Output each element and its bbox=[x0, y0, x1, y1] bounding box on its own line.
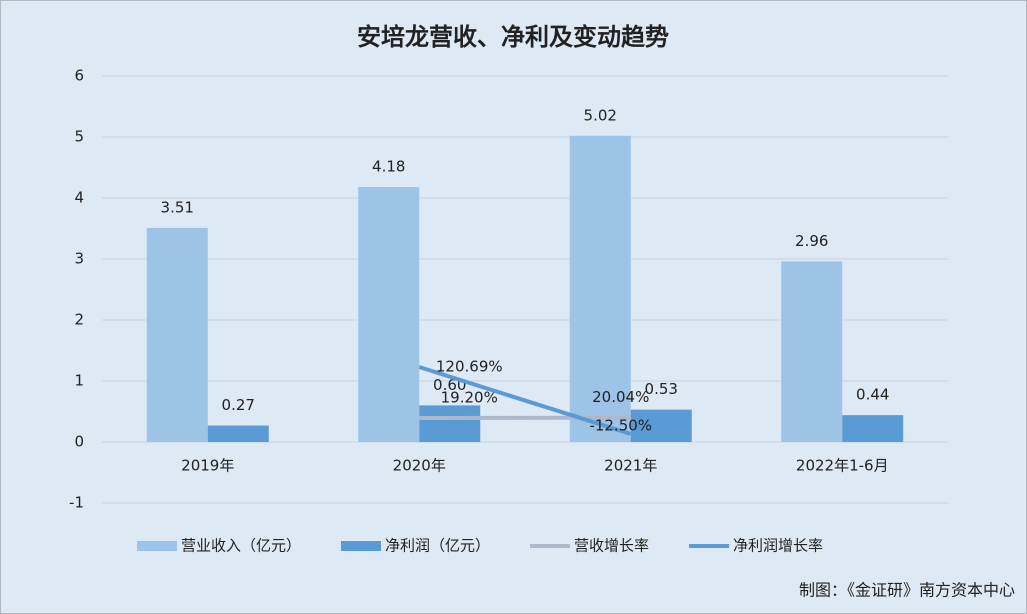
bar bbox=[630, 409, 692, 442]
bar bbox=[419, 405, 481, 442]
data-label: 0.27 bbox=[222, 396, 255, 414]
y-tick-label: 3 bbox=[74, 250, 84, 268]
bar bbox=[569, 135, 631, 442]
legend-label: 净利润增长率 bbox=[733, 537, 823, 555]
y-tick-label: 1 bbox=[74, 372, 84, 390]
data-label: -12.50% bbox=[589, 416, 652, 434]
y-tick-label: -1 bbox=[69, 494, 84, 512]
x-tick-label: 2020年 bbox=[393, 457, 446, 475]
data-label: 5.02 bbox=[584, 106, 617, 124]
data-label: 20.04% bbox=[592, 388, 649, 406]
data-label: 0.53 bbox=[645, 380, 678, 398]
source: 制图：《金证研》南方资本中心 bbox=[799, 581, 1015, 600]
data-label: 2.96 bbox=[795, 232, 828, 250]
data-label: 120.69% bbox=[436, 358, 503, 376]
y-tick-label: 0 bbox=[74, 433, 84, 451]
bar bbox=[842, 415, 904, 442]
legend-swatch bbox=[137, 541, 177, 551]
y-tick-label: 2 bbox=[74, 311, 84, 329]
bar bbox=[781, 261, 843, 442]
legend-label: 净利润（亿元） bbox=[385, 537, 490, 555]
data-label: 4.18 bbox=[372, 158, 405, 176]
chart-title: 安培龙营收、净利及变动趋势 bbox=[357, 23, 669, 51]
x-tick-label: 2019年 bbox=[181, 457, 234, 475]
y-tick-label: 4 bbox=[74, 189, 84, 207]
x-tick-label: 2022年1-6月 bbox=[796, 457, 889, 475]
y-tick-label: 6 bbox=[74, 67, 84, 85]
bar bbox=[358, 187, 420, 442]
x-tick-label: 2021年 bbox=[604, 457, 657, 475]
legend-label: 营业收入（亿元） bbox=[181, 537, 301, 555]
data-label: 0.44 bbox=[856, 386, 889, 404]
data-label: 19.20% bbox=[441, 389, 498, 407]
legend-swatch bbox=[341, 541, 382, 551]
bar bbox=[146, 227, 208, 442]
data-label: 3.51 bbox=[161, 198, 194, 216]
line bbox=[418, 365, 632, 436]
legend-label: 营收增长率 bbox=[574, 537, 649, 555]
y-tick-label: 5 bbox=[74, 128, 84, 146]
bar bbox=[207, 425, 269, 442]
